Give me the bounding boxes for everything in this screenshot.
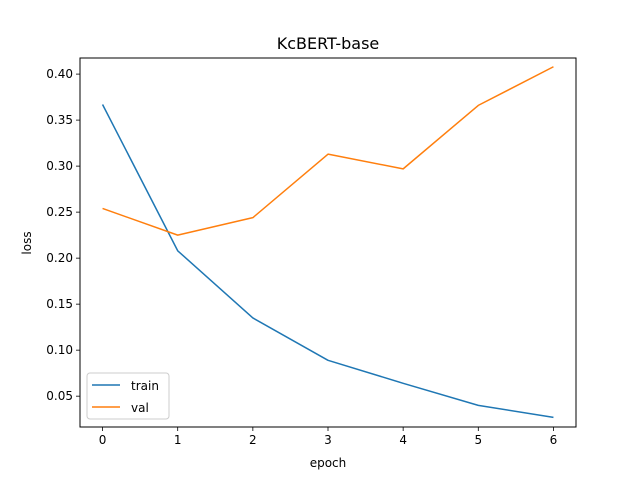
x-axis-label: epoch bbox=[310, 456, 347, 470]
y-tick-label: 0.05 bbox=[46, 389, 73, 403]
legend-label-val: val bbox=[131, 401, 149, 415]
x-tick-label: 5 bbox=[474, 433, 482, 447]
x-tick-label: 1 bbox=[174, 433, 182, 447]
y-tick-label: 0.20 bbox=[46, 251, 73, 265]
y-tick-label: 0.35 bbox=[46, 113, 73, 127]
y-tick-label: 0.30 bbox=[46, 159, 73, 173]
plot-lines bbox=[101, 66, 554, 419]
legend: train val bbox=[86, 372, 170, 420]
y-axis-ticks: 0.05 0.10 0.15 0.20 0.25 0.30 0.35 0.40 bbox=[46, 67, 80, 403]
y-axis-label: loss bbox=[20, 231, 34, 254]
plot-frame bbox=[79, 57, 577, 428]
x-axis-ticks: 0 1 2 3 4 5 6 bbox=[99, 427, 558, 447]
series-line-val bbox=[102, 66, 554, 236]
chart-title: KcBERT-base bbox=[277, 34, 380, 53]
y-tick-label: 0.25 bbox=[46, 205, 73, 219]
y-tick-label: 0.15 bbox=[46, 297, 73, 311]
y-tick-label: 0.40 bbox=[46, 67, 73, 81]
x-tick-label: 3 bbox=[324, 433, 332, 447]
y-tick-label: 0.10 bbox=[46, 343, 73, 357]
x-tick-label: 4 bbox=[399, 433, 407, 447]
x-tick-label: 6 bbox=[550, 433, 558, 447]
x-tick-label: 2 bbox=[249, 433, 257, 447]
legend-label-train: train bbox=[131, 379, 159, 393]
x-tick-label: 0 bbox=[99, 433, 107, 447]
series-line-train bbox=[101, 104, 554, 419]
